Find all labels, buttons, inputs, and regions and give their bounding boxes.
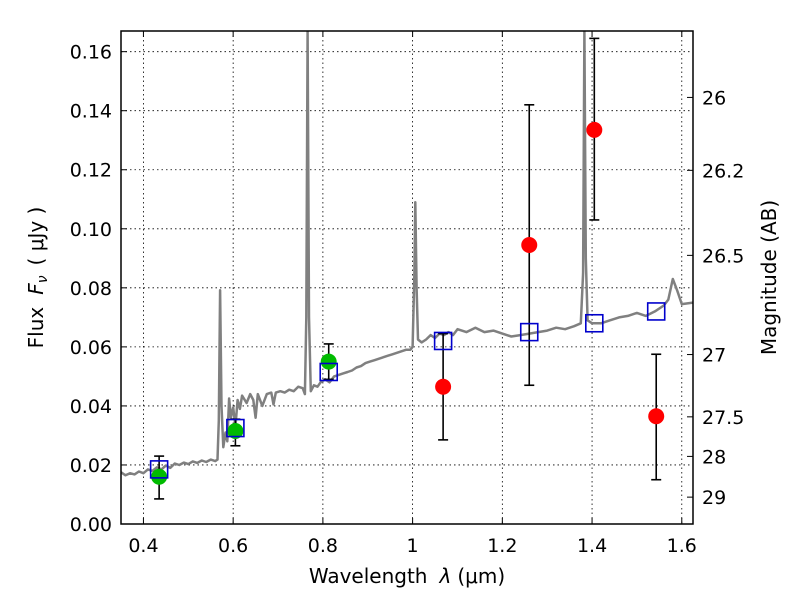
y-tick-label: 0.10 (70, 219, 112, 241)
grid (121, 31, 693, 525)
y-tick-label: 0.16 (70, 42, 112, 64)
y-tick-label: 0.04 (70, 396, 112, 418)
model-box-group (149, 302, 666, 479)
red-point (586, 121, 603, 138)
y-tick-label: 0.12 (70, 160, 112, 182)
y2-tick-label: 27.5 (702, 407, 744, 429)
model-box (585, 313, 604, 333)
y-tick-label: 0.14 (70, 101, 112, 123)
spectrum-series (121, 31, 693, 477)
y-tick-label: 0.00 (70, 514, 112, 536)
x-tick-label: 1.6 (667, 535, 697, 557)
x-tick-label: 0.4 (128, 535, 158, 557)
y2-tick-label: 26.5 (702, 245, 744, 267)
y-tick-label: 0.08 (70, 278, 112, 300)
model-box (226, 418, 245, 438)
green-point (227, 423, 244, 440)
y-tick-label: 0.06 (70, 337, 112, 359)
y2-tick-label: 29 (702, 487, 726, 509)
x-tick-label: 1.4 (577, 535, 607, 557)
x-tick-label: 1.2 (487, 535, 517, 557)
x-axis-title: Wavelength λ (μm) (309, 564, 505, 588)
spectrum-line (121, 31, 693, 477)
x-tick-label: 0.8 (308, 535, 338, 557)
model-box (319, 362, 339, 382)
y2-tick-label: 28 (702, 446, 726, 468)
x-tick-label: 0.6 (218, 535, 248, 557)
marker-group (151, 121, 665, 485)
y2-axis-title: Magnitude (AB) (757, 200, 781, 355)
red-point (521, 237, 538, 254)
model-box (519, 322, 539, 342)
plot-frame (120, 30, 694, 525)
green-point (320, 353, 337, 370)
green-point (151, 468, 168, 485)
red-point (435, 378, 452, 395)
x-tick-label: 1 (407, 535, 419, 557)
model-box (433, 331, 453, 351)
y2-tick-label: 26.2 (702, 160, 744, 182)
y2-tick-label: 26 (702, 87, 726, 109)
axis-ticks: 0.4 0.6 0.8 1 1.2 1.4 1.6 0.00 0.02 0.04 0.06 0.08 0… (70, 31, 744, 557)
y-axis-title: FluxFν( μJy ) (24, 207, 51, 349)
y2-tick-label: 27 (702, 345, 726, 367)
y-tick-label: 0.02 (70, 455, 112, 477)
red-point (648, 408, 665, 425)
model-box (646, 302, 666, 321)
model-box (149, 460, 169, 479)
